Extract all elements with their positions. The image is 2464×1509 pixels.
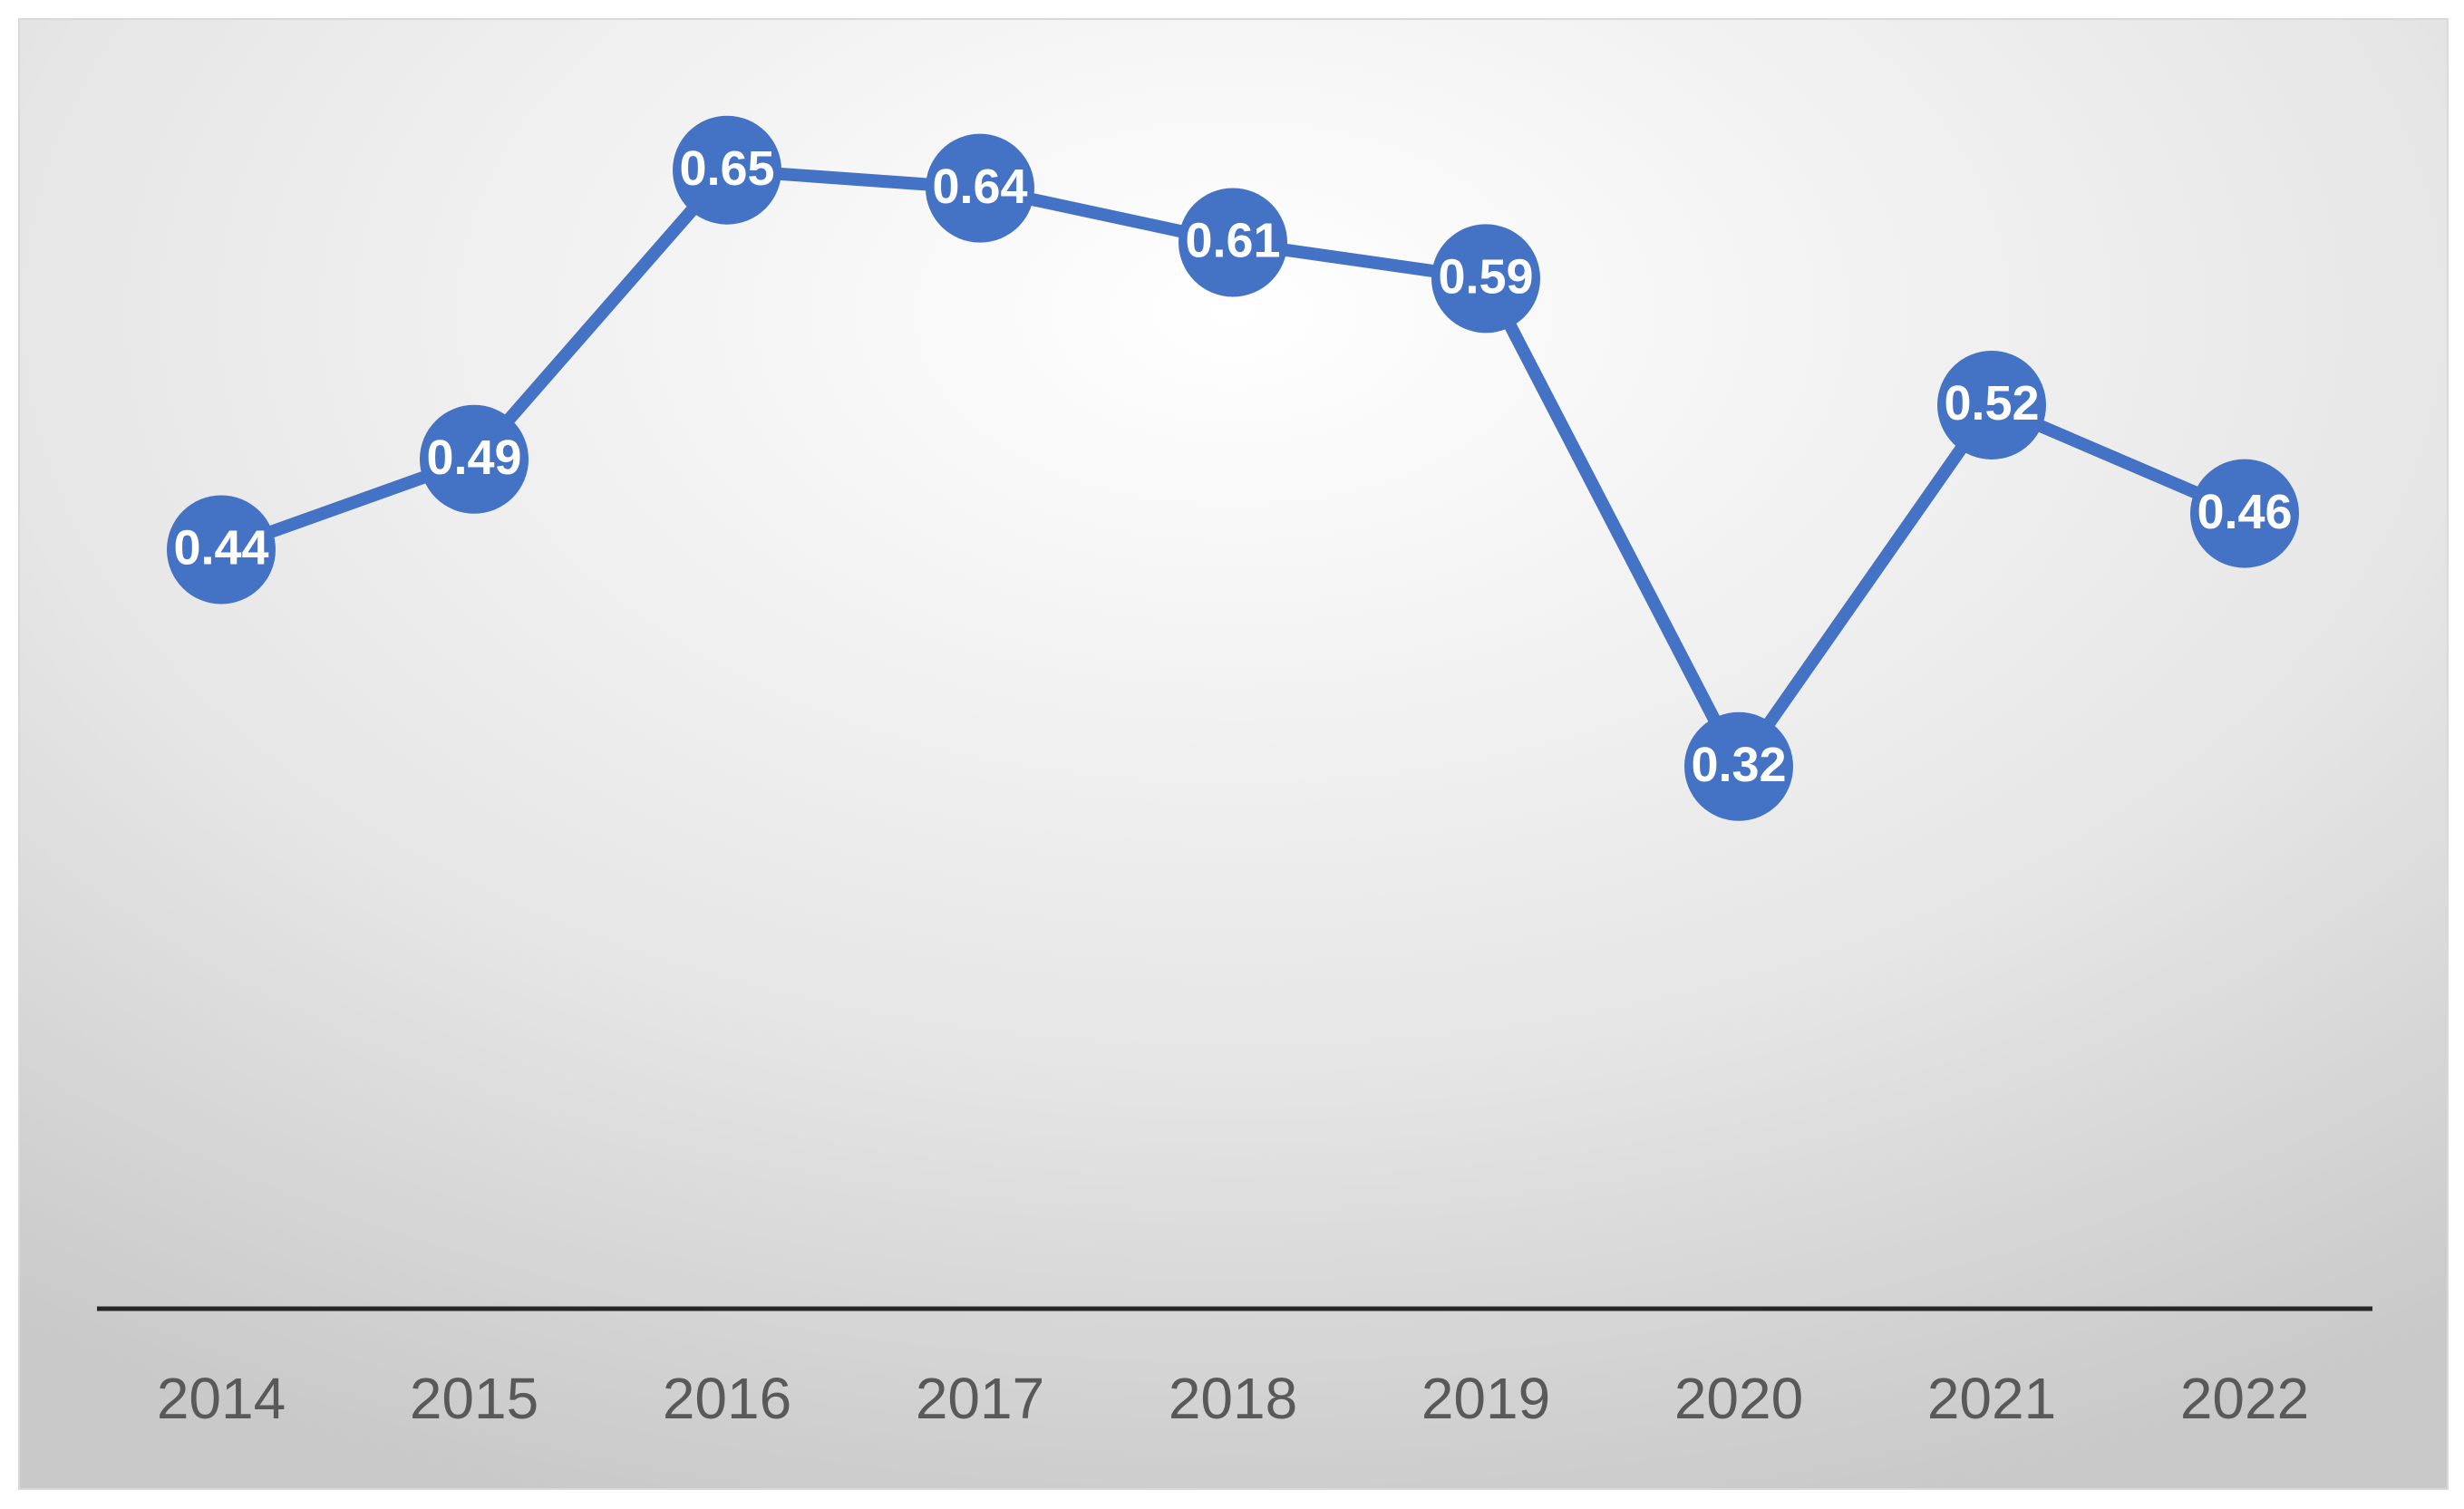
data-point xyxy=(1431,224,1540,334)
x-tick-label: 2020 xyxy=(1674,1366,1803,1431)
data-label: 0.46 xyxy=(2197,485,2292,539)
data-point xyxy=(673,115,781,225)
x-tick-label: 2015 xyxy=(410,1366,538,1431)
data-point xyxy=(1684,711,1793,821)
x-tick-label: 2018 xyxy=(1169,1366,1297,1431)
data-label: 0.49 xyxy=(426,430,521,485)
x-tick-label: 2022 xyxy=(2180,1366,2309,1431)
x-tick-label: 2014 xyxy=(157,1366,286,1431)
data-point xyxy=(167,495,276,605)
data-label: 0.52 xyxy=(1944,376,2039,430)
data-label: 0.64 xyxy=(932,160,1027,214)
data-label: 0.61 xyxy=(1185,214,1280,268)
data-label: 0.59 xyxy=(1438,250,1533,305)
data-point xyxy=(1937,350,2046,459)
data-point xyxy=(1179,188,1287,297)
x-tick-label: 2017 xyxy=(916,1366,1044,1431)
data-label: 0.44 xyxy=(173,521,268,576)
x-tick-label: 2021 xyxy=(1927,1366,2056,1431)
x-tick-label: 2016 xyxy=(663,1366,791,1431)
data-point xyxy=(2190,459,2299,568)
x-tick-label: 2019 xyxy=(1421,1366,1550,1431)
data-point xyxy=(420,404,529,514)
data-label: 0.65 xyxy=(679,141,774,196)
data-label: 0.32 xyxy=(1691,738,1786,792)
data-point xyxy=(926,133,1034,243)
